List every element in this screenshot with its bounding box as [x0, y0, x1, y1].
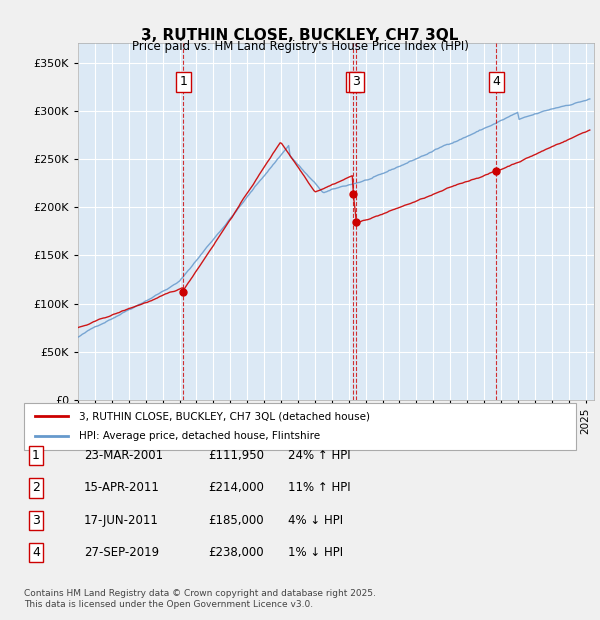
Text: £238,000: £238,000 — [208, 546, 264, 559]
Text: Price paid vs. HM Land Registry's House Price Index (HPI): Price paid vs. HM Land Registry's House … — [131, 40, 469, 53]
Text: 1: 1 — [179, 76, 187, 89]
Text: 2: 2 — [32, 482, 40, 494]
Text: 4: 4 — [493, 76, 500, 89]
Text: 4% ↓ HPI: 4% ↓ HPI — [288, 514, 343, 526]
Text: This data is licensed under the Open Government Licence v3.0.: This data is licensed under the Open Gov… — [24, 600, 313, 609]
Text: Contains HM Land Registry data © Crown copyright and database right 2025.: Contains HM Land Registry data © Crown c… — [24, 588, 376, 598]
Text: 23-MAR-2001: 23-MAR-2001 — [84, 450, 163, 462]
Text: 3, RUTHIN CLOSE, BUCKLEY, CH7 3QL: 3, RUTHIN CLOSE, BUCKLEY, CH7 3QL — [142, 28, 458, 43]
Text: 17-JUN-2011: 17-JUN-2011 — [84, 514, 159, 526]
Text: HPI: Average price, detached house, Flintshire: HPI: Average price, detached house, Flin… — [79, 432, 320, 441]
Text: 2: 2 — [349, 76, 358, 89]
Text: 24% ↑ HPI: 24% ↑ HPI — [288, 450, 350, 462]
Text: 1: 1 — [32, 450, 40, 462]
Text: £111,950: £111,950 — [208, 450, 264, 462]
Text: 3, RUTHIN CLOSE, BUCKLEY, CH7 3QL (detached house): 3, RUTHIN CLOSE, BUCKLEY, CH7 3QL (detac… — [79, 411, 370, 421]
Text: £214,000: £214,000 — [208, 482, 264, 494]
Text: £185,000: £185,000 — [208, 514, 264, 526]
FancyBboxPatch shape — [24, 403, 576, 450]
Text: 3: 3 — [32, 514, 40, 526]
Text: 1% ↓ HPI: 1% ↓ HPI — [288, 546, 343, 559]
Text: 15-APR-2011: 15-APR-2011 — [84, 482, 160, 494]
Text: 3: 3 — [353, 76, 361, 89]
Text: 4: 4 — [32, 546, 40, 559]
Text: 11% ↑ HPI: 11% ↑ HPI — [288, 482, 350, 494]
Text: 27-SEP-2019: 27-SEP-2019 — [84, 546, 159, 559]
